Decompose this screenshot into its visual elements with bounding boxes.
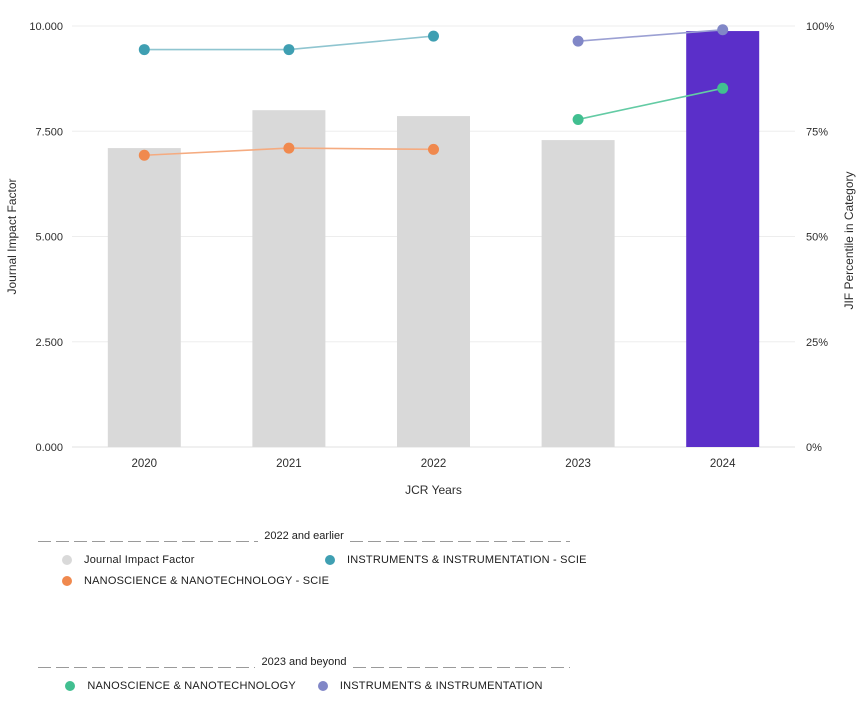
x-axis-tick-label: 2024 (710, 458, 736, 470)
chart-svg: 0.000 0% 2.500 25% 5.000 50% 7.500 75% 10.000 100… (5, 21, 856, 497)
legend-item[interactable]: NANOSCIENCE & NANOTECHNOLOGY (65, 675, 296, 696)
legend-item-label: INSTRUMENTS & INSTRUMENTATION (339, 679, 543, 692)
y-axis-tick-label-left: 10.000 (29, 21, 63, 33)
data-point-2020[interactable] (138, 44, 150, 56)
series-line (578, 28, 723, 42)
data-point-2021[interactable] (283, 142, 295, 154)
bar-2024[interactable] (686, 31, 760, 447)
y-axis-tick-label-right: 50% (806, 232, 828, 244)
legend-item-label: INSTRUMENTS & INSTRUMENTATION - SCIE (347, 553, 587, 566)
legend-2022-and-earlier: 2022 and earlier Journal Impact Factor INS… (38, 529, 586, 591)
legend-title-rule (349, 541, 571, 542)
series-line (577, 87, 723, 121)
y-axis-tick-label-left: 5.000 (35, 232, 63, 244)
legend-swatch (325, 554, 335, 565)
y-axis-tick-label-left: 0.000 (35, 442, 63, 454)
data-point-2024[interactable] (717, 82, 729, 94)
y-axis-tick-label-right: 25% (806, 337, 828, 349)
legend-title-rule (352, 667, 570, 668)
x-axis-tick-label: 2023 (565, 458, 591, 470)
x-axis-tick-label: 2020 (132, 458, 158, 470)
bar-2022[interactable] (397, 116, 470, 448)
y-axis-tick-label-left: 2.500 (35, 337, 63, 349)
data-point-2023[interactable] (572, 113, 584, 125)
legend-swatch (317, 680, 328, 691)
legend-swatch (65, 680, 76, 691)
legend-swatch (62, 575, 72, 586)
y-axis-title-left: Journal Impact Factor (5, 178, 19, 294)
legend-title-rule (38, 667, 256, 668)
legend-swatch (62, 554, 72, 565)
y-axis-tick-label-left: 7.500 (35, 126, 63, 138)
legend-title: 2022 and earlier (38, 529, 571, 544)
legend-title-rule (38, 541, 259, 542)
data-point-2021[interactable] (283, 44, 295, 56)
legend-item-label: NANOSCIENCE & NANOTECHNOLOGY - SCIE (84, 574, 330, 587)
jif-trend-chart: 0.000 0% 2.500 25% 5.000 50% 7.500 75% 10.000 100… (5, 21, 856, 497)
data-point-2022[interactable] (428, 143, 439, 155)
bar-2021[interactable] (252, 110, 326, 447)
y-axis-title-right: JIF Percentile in Category (842, 171, 856, 309)
legend-item[interactable]: NANOSCIENCE & NANOTECHNOLOGY - SCIE (38, 570, 329, 591)
y-axis-tick-label-right: 75% (806, 126, 828, 138)
legend-items: NANOSCIENCE & NANOTECHNOLOGY INSTRUMENTS … (38, 675, 570, 696)
legend-item-label: NANOSCIENCE & NANOTECHNOLOGY (87, 679, 296, 692)
y-axis-tick-label-right: 0% (806, 442, 822, 454)
bar-2020[interactable] (107, 148, 181, 447)
x-axis-title: JCR Years (405, 483, 462, 497)
legend-item-label: Journal Impact Factor (84, 553, 195, 566)
legend-item[interactable]: INSTRUMENTS & INSTRUMENTATION (317, 675, 543, 696)
x-axis-tick-label: 2021 (276, 458, 302, 470)
legend-item[interactable]: INSTRUMENTS & INSTRUMENTATION - SCIE (325, 549, 587, 570)
legend-title: 2023 and beyond (38, 655, 570, 670)
data-point-2022[interactable] (428, 30, 439, 42)
legend-2023-and-beyond: 2023 and beyond NANOSCIENCE & NANOTECHNOL… (38, 655, 570, 696)
bar-2023[interactable] (541, 140, 615, 447)
data-point-2024[interactable] (717, 24, 729, 36)
x-axis-tick-label: 2022 (421, 458, 447, 470)
data-point-2023[interactable] (572, 35, 584, 47)
legend-item[interactable]: Journal Impact Factor (38, 549, 325, 570)
legend-items: Journal Impact Factor INSTRUMENTS & INSTR… (38, 549, 586, 591)
y-axis-tick-label-right: 100% (806, 21, 834, 33)
legend-title-text: 2022 and earlier (264, 530, 344, 542)
data-point-2020[interactable] (138, 149, 150, 161)
legend-title-text: 2023 and beyond (261, 656, 347, 668)
